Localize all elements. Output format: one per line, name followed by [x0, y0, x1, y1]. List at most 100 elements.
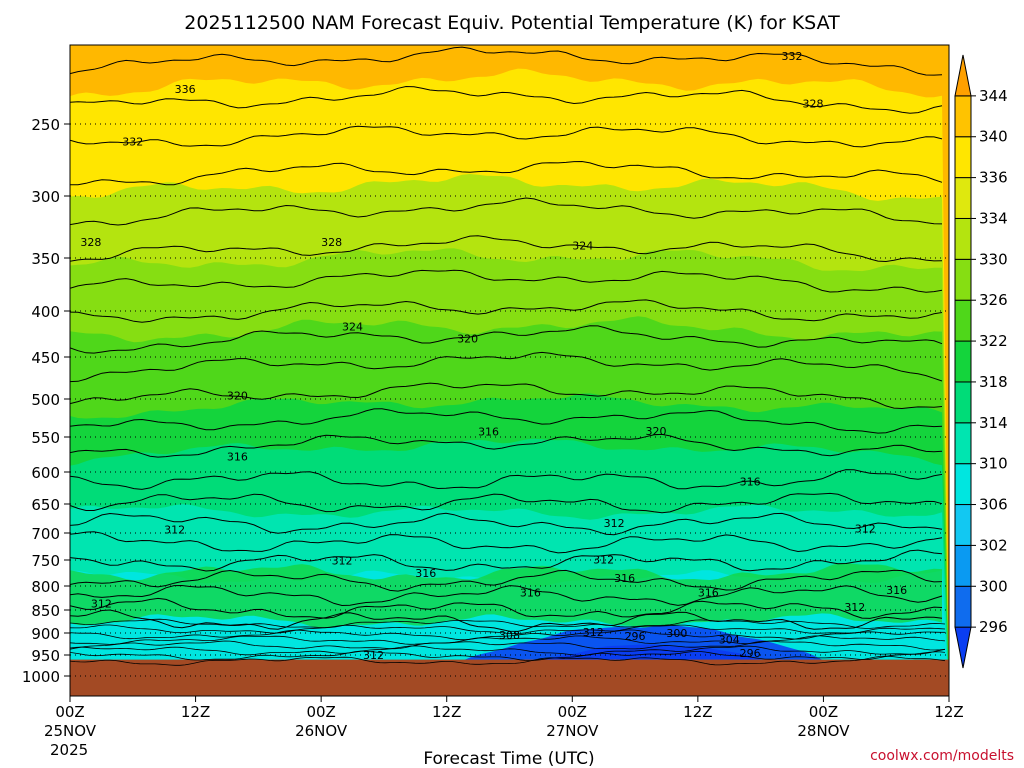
y-tick-label: 300	[31, 188, 60, 206]
colorbar-label: 336	[979, 169, 1008, 187]
colorbar-segment	[954, 422, 972, 465]
x-tick-label: 12Z	[683, 703, 712, 721]
colorbar: 296 300 302 306 310 314 318 322 326 330 334 336 340 3…	[954, 54, 1008, 669]
y-tick-label: 750	[31, 552, 60, 570]
contour-label: 316	[740, 476, 761, 489]
contour-lines	[70, 46, 946, 666]
contour-line-surface	[70, 655, 946, 666]
contour-line-surface	[70, 650, 946, 662]
contour-label: 332	[122, 135, 143, 148]
contour-line-surface	[70, 624, 946, 635]
contour-label: 316	[415, 567, 436, 580]
contour-line	[70, 584, 943, 607]
colorbar-cap-top	[954, 54, 972, 97]
y-tick-label: 500	[31, 391, 60, 409]
contour-label: 312	[363, 649, 384, 662]
colorbar-label: 340	[979, 128, 1008, 146]
x-tick-label: 00Z	[558, 703, 587, 721]
y-tick-label: 550	[31, 429, 60, 447]
y-tick-label: 250	[31, 116, 60, 134]
contour-label: 312	[844, 601, 865, 614]
colorbar-label: 296	[979, 618, 1008, 636]
contour-label: 296	[740, 647, 761, 660]
contour-label: 320	[227, 390, 248, 403]
contour-label: 324	[342, 321, 363, 334]
x-tick-label: 12Z	[181, 703, 210, 721]
colorbar-label: 300	[979, 577, 1008, 595]
y-tick-label: 1000	[22, 668, 60, 686]
x-tick-label: 25NOV	[44, 722, 97, 740]
colorbar-segment	[954, 258, 972, 301]
colorbar-segment	[954, 381, 972, 424]
colorbar-segment	[954, 340, 972, 383]
contour-label: 328	[321, 236, 342, 249]
x-tick-label: 00Z	[306, 703, 335, 721]
colorbar-segment	[954, 177, 972, 219]
y-tick-label: 450	[31, 349, 60, 367]
contour-label: 312	[91, 597, 112, 610]
colorbar-segment	[954, 95, 972, 138]
contour-label: 304	[719, 634, 740, 647]
y-tick-label: 900	[31, 625, 60, 643]
contour-label: 316	[478, 426, 499, 439]
colorbar-segment	[954, 217, 972, 260]
contour-line	[70, 549, 943, 572]
contour-line	[70, 433, 943, 458]
contour-line	[70, 382, 943, 410]
y-tick-label: 400	[31, 303, 60, 321]
plot-frame	[69, 44, 950, 697]
contour-label: 312	[604, 517, 625, 530]
y-tick-label: 650	[31, 496, 60, 514]
colorbar-label: 322	[979, 332, 1008, 350]
contour-line	[70, 85, 943, 114]
contour-label: 316	[614, 572, 635, 585]
colorbar-label: 344	[979, 87, 1008, 105]
colorbar-label: 302	[979, 536, 1008, 554]
contour-label: 336	[175, 83, 196, 96]
contour-line-surface	[70, 635, 946, 645]
contour-label: 312	[593, 553, 614, 566]
colorbar-label: 318	[979, 373, 1008, 391]
pressure-axis: 250 300 350 400 450 500 550 600 650 700 750 800 850 9…	[22, 116, 70, 686]
x-axis-label: Forecast Time (UTC)	[423, 749, 594, 768]
contour-line	[70, 351, 943, 383]
chart-title: 2025112500 NAM Forecast Equiv. Potential…	[184, 12, 840, 34]
contour-fill-area	[70, 45, 949, 696]
contour-line	[70, 46, 943, 76]
x-tick-label: 00Z	[55, 703, 84, 721]
contour-label: 316	[227, 451, 248, 464]
contour-label: 328	[802, 97, 823, 110]
y-tick-label: 350	[31, 250, 60, 268]
contour-label: 316	[698, 587, 719, 600]
contour-line	[70, 235, 943, 263]
contour-label: 320	[646, 425, 667, 438]
contour-line	[70, 125, 943, 148]
y-tick-label: 600	[31, 464, 60, 482]
colorbar-segment	[954, 504, 972, 546]
contour-label: 324	[572, 240, 593, 253]
contour-line-surface	[70, 618, 946, 629]
y-tick-label: 800	[31, 578, 60, 596]
contour-label: 312	[855, 522, 876, 535]
contour-label: 308	[499, 629, 520, 642]
x-tick-label: 27NOV	[546, 722, 599, 740]
x-tick-label: 00Z	[809, 703, 838, 721]
contour-line	[70, 269, 943, 293]
y-tick-label: 950	[31, 647, 60, 665]
credit-link[interactable]: coolwx.com/modelts	[870, 748, 1014, 764]
x-tick-label: 26NOV	[295, 722, 348, 740]
contour-line	[70, 531, 943, 554]
x-tick-label: 2025	[50, 741, 88, 759]
contour-label: 312	[583, 626, 604, 639]
colorbar-segment	[954, 585, 972, 628]
colorbar-segment	[954, 463, 972, 506]
contour-line	[70, 492, 943, 514]
contour-line	[70, 512, 943, 536]
colorbar-label: 326	[979, 291, 1008, 309]
x-tick-label: 12Z	[934, 703, 963, 721]
colorbar-label: 306	[979, 496, 1008, 514]
contour-label: 320	[457, 333, 478, 346]
